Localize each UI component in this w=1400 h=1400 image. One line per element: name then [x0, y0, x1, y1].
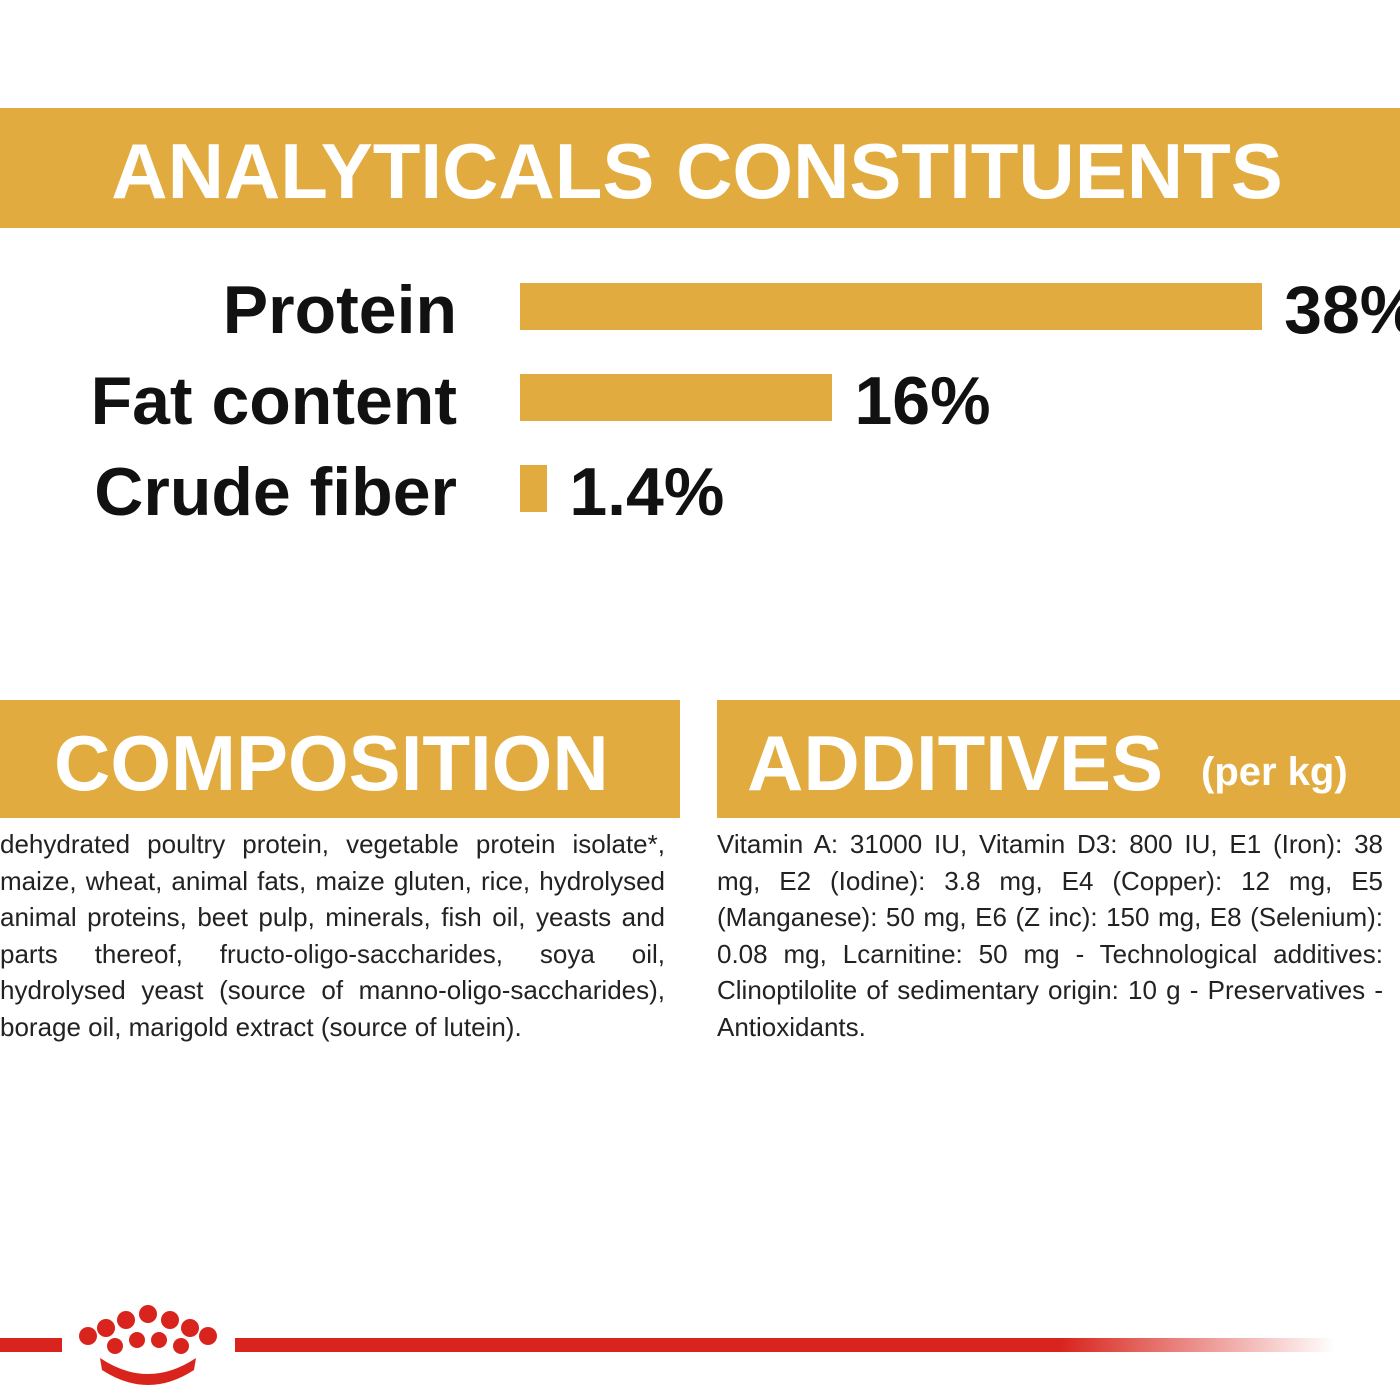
value-label: 16%	[854, 363, 991, 439]
title-band: ANALYTICALS CONSTITUENTS	[0, 108, 1400, 228]
footer-line	[0, 1338, 62, 1352]
footer	[0, 1305, 1335, 1385]
additives-band: ADDITIVES (per kg)	[717, 700, 1400, 818]
category-label: Protein	[222, 272, 457, 348]
additives-subtitle: (per kg)	[1201, 750, 1348, 794]
category-label: Crude fiber	[94, 454, 457, 530]
footer-line	[235, 1338, 1335, 1352]
bar	[520, 465, 548, 512]
category-label: Fat content	[90, 363, 457, 439]
additives-title: ADDITIVES	[747, 719, 1164, 807]
crown-logo	[79, 1305, 217, 1385]
bar	[520, 374, 833, 421]
additives-text: Vitamin A: 31000 IU, Vitamin D3: 800 IU,…	[717, 829, 1383, 1042]
composition-band: COMPOSITION	[0, 700, 680, 818]
value-label: 1.4%	[569, 454, 725, 530]
bar	[520, 283, 1263, 330]
chart-title: ANALYTICALS CONSTITUENTS	[111, 127, 1283, 215]
composition-title: COMPOSITION	[54, 719, 609, 807]
value-label: 38%	[1284, 272, 1400, 348]
composition-text: dehydrated poultry protein, vegetable pr…	[0, 829, 665, 1042]
